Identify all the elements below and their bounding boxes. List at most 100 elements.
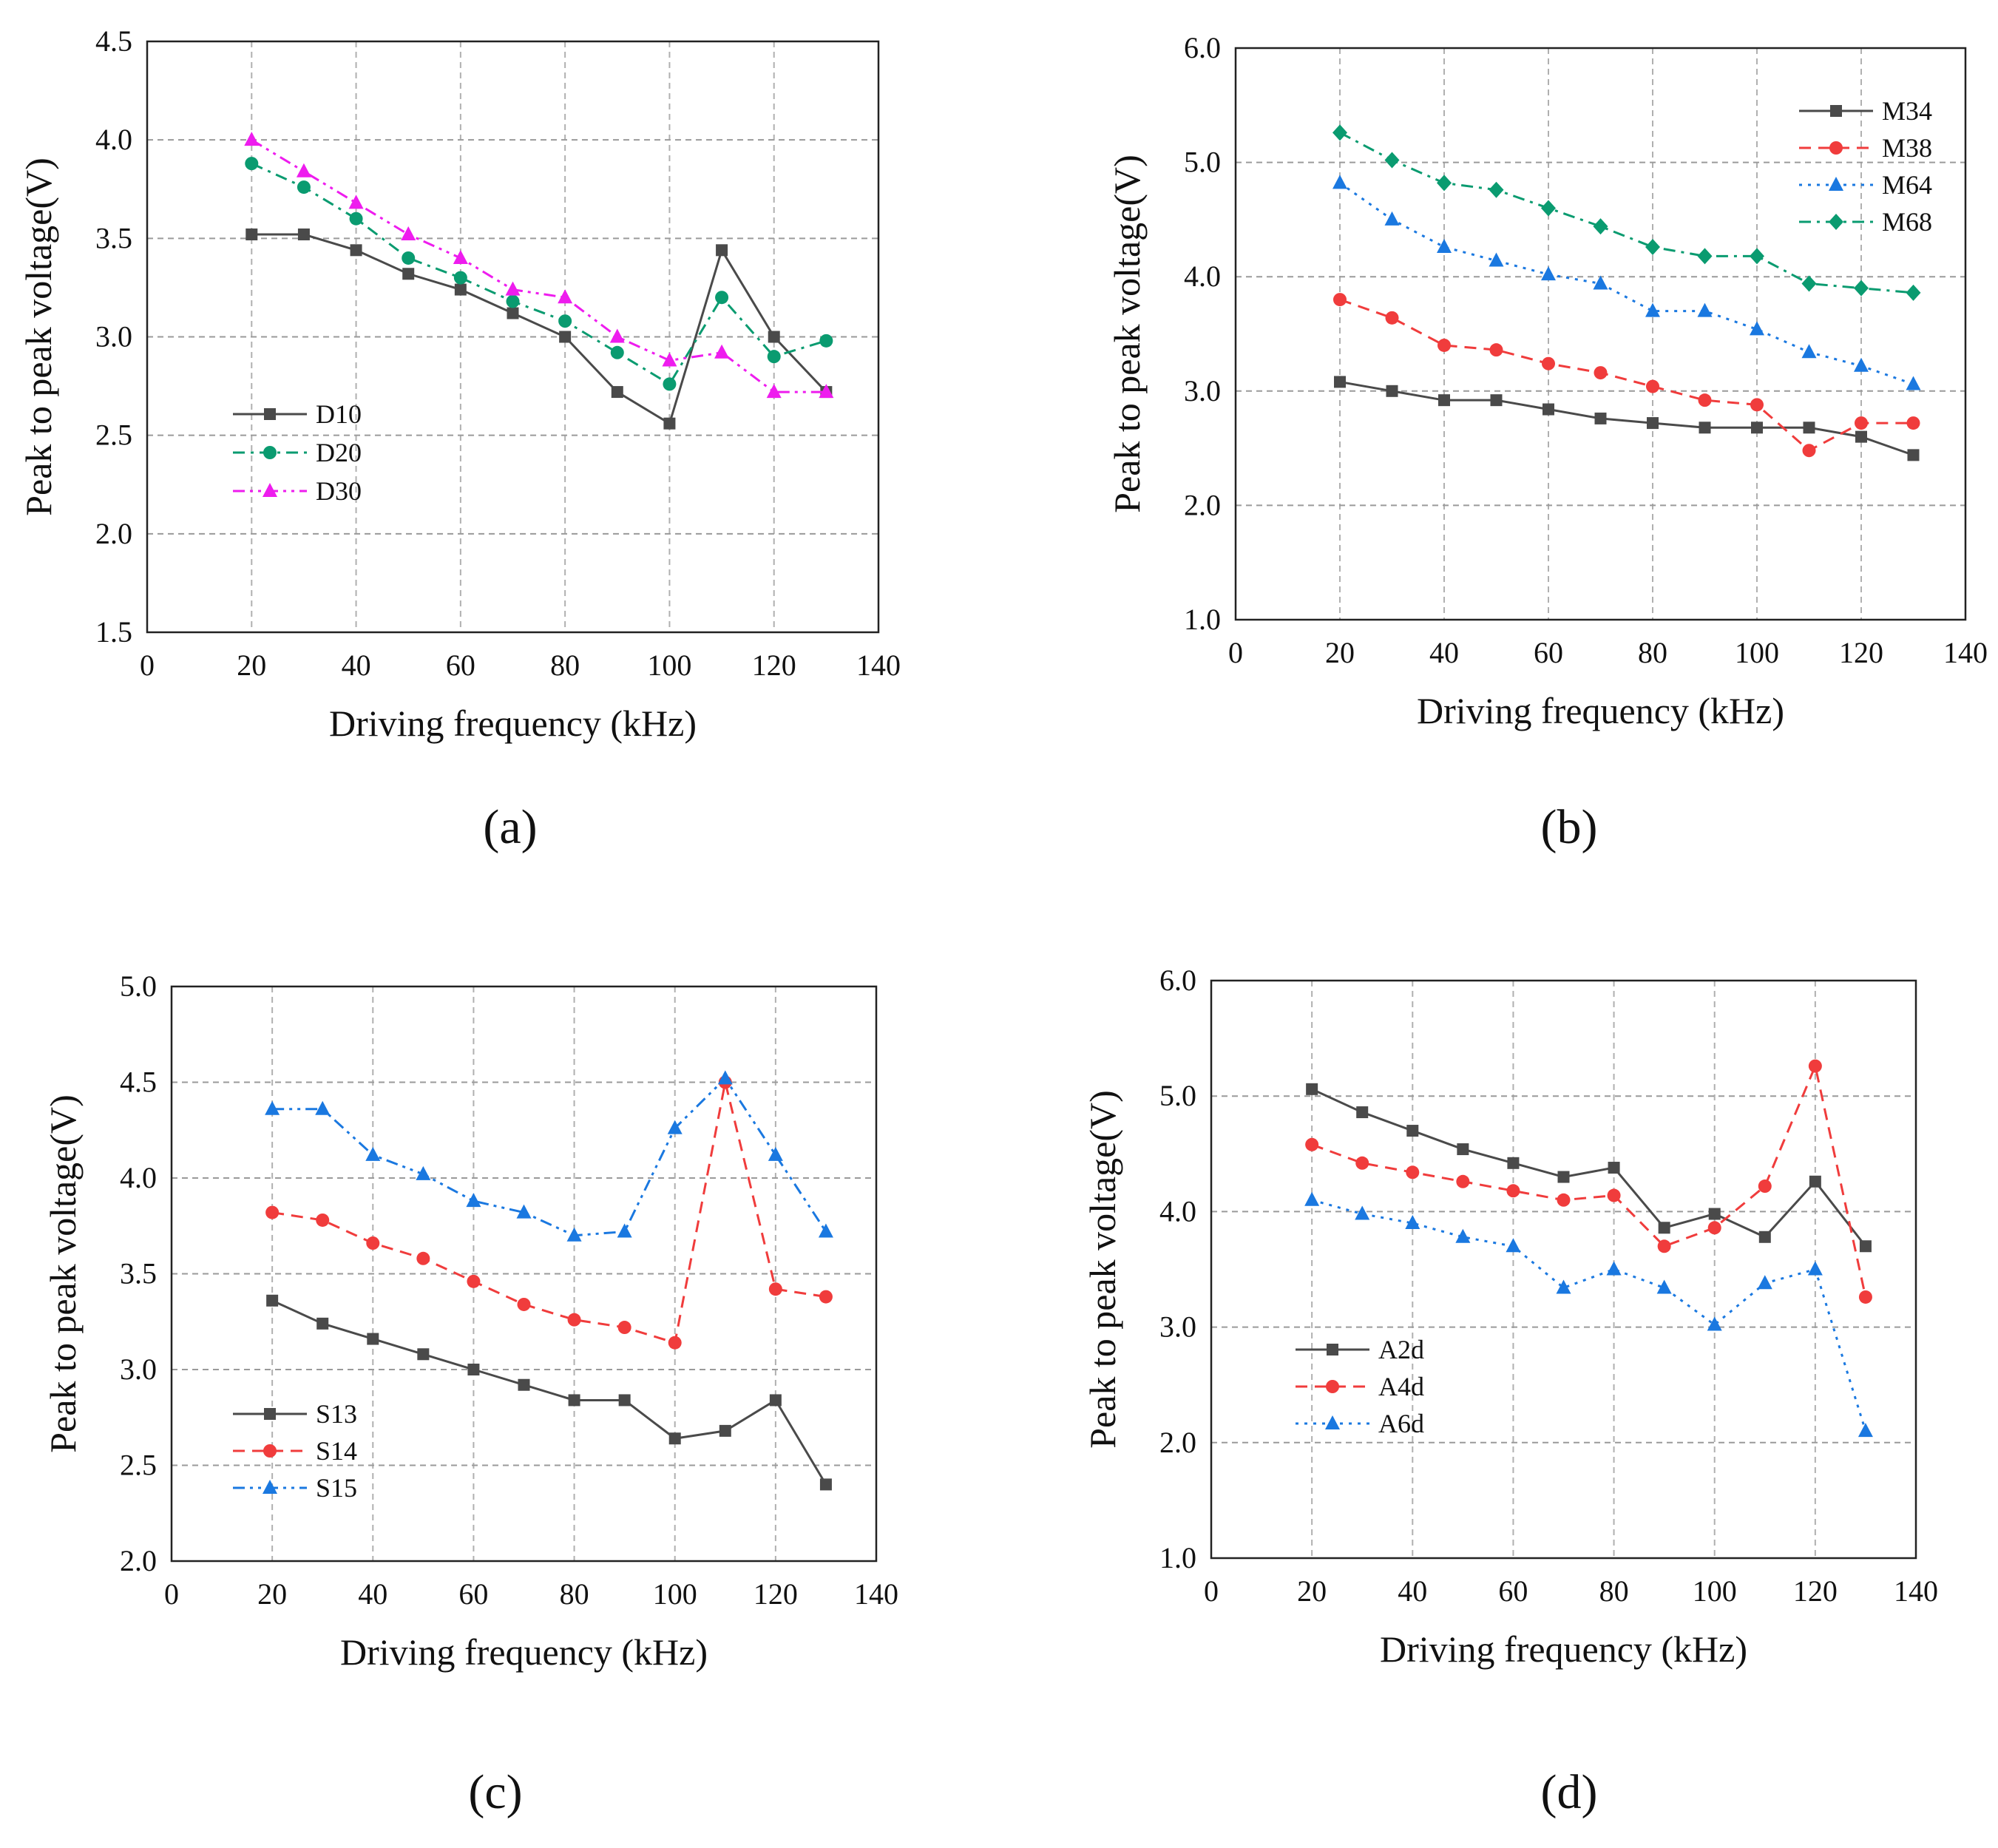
data-point [315,1100,331,1115]
data-point [819,384,834,399]
x-tick-label: 60 [458,1577,488,1611]
data-point [1907,449,1920,461]
data-point [517,1297,531,1311]
data-point [609,328,625,343]
y-tick-label: 4.0 [120,1161,157,1194]
data-point [1489,252,1504,267]
data-point [1657,1239,1671,1253]
y-tick-label: 2.0 [1184,488,1221,521]
y-tick-label: 1.5 [95,615,132,649]
series-line [251,162,827,386]
data-point [1854,280,1869,297]
data-point [366,1236,380,1250]
x-axis-label: Driving frequency (kHz) [1380,1628,1747,1670]
data-point [1697,248,1713,265]
data-point [1906,416,1920,430]
data-point [1507,1157,1520,1169]
data-point [316,1317,329,1330]
x-tick-label: 0 [140,649,155,682]
y-tick-label: 3.0 [1159,1310,1196,1344]
data-point [1541,200,1556,217]
data-point [1594,366,1608,380]
data-point [1306,1083,1318,1095]
y-tick-label: 6.0 [1184,31,1221,64]
x-tick-label: 100 [1735,636,1779,669]
data-point [1699,422,1711,434]
data-point [1438,394,1450,407]
data-point [1858,1423,1873,1438]
data-point [1356,1106,1369,1119]
series-line [1311,1088,1867,1248]
data-point [402,251,416,265]
data-point [766,384,782,399]
data-point [1556,1279,1571,1294]
y-tick-label: 2.0 [120,1544,157,1577]
y-tick-label: 2.0 [95,517,132,550]
data-point [297,180,311,194]
data-point [611,386,623,399]
data-point [1333,293,1347,307]
series-D10 [245,229,833,430]
data-point [1386,385,1398,397]
x-tick-label: 0 [164,1577,179,1611]
x-tick-label: 60 [1498,1574,1528,1608]
data-point [1809,1175,1821,1188]
data-point [558,314,572,328]
data-point [1437,338,1451,352]
panel-label: (c) [468,1765,522,1819]
data-point [1859,1240,1872,1253]
data-point [1490,394,1503,407]
legend-label: A2d [1378,1335,1424,1364]
data-point [466,1193,481,1208]
data-point [716,244,728,257]
legend: S13 S14 S15 [233,1399,357,1503]
data-point [715,291,729,305]
data-point [1405,1215,1420,1230]
data-point [1385,311,1399,325]
data-point [1457,1143,1469,1156]
legend-label: D30 [316,476,362,506]
legend-marker [1830,105,1842,117]
y-axis-label: Peak to peak voltage(V) [18,158,59,516]
y-tick-label: 4.5 [95,24,132,58]
legend-label: S14 [316,1436,357,1466]
x-tick-label: 20 [1297,1574,1327,1608]
legend-label: M38 [1882,133,1932,163]
data-point [1808,1059,1822,1073]
data-point [367,1333,379,1345]
x-tick-label: 120 [1793,1574,1838,1608]
x-tick-label: 0 [1204,1574,1219,1608]
x-tick-label: 120 [1839,636,1883,669]
y-axis-label: Peak to peak voltage(V) [42,1094,84,1453]
data-point [1757,1275,1772,1290]
data-point [1542,403,1554,416]
data-point [663,377,677,391]
data-point [668,1336,682,1350]
grid [1211,981,1916,1558]
panel-label: (d) [1541,1765,1598,1819]
data-point [417,1348,430,1361]
y-tick-label: 2.0 [1159,1426,1196,1459]
data-point [1707,1316,1722,1331]
legend-marker [263,1444,277,1458]
data-point [568,1394,580,1407]
data-point [1750,248,1764,265]
x-tick-label: 140 [854,1577,898,1611]
data-point [558,289,573,304]
data-point [768,1146,783,1161]
data-point [668,1432,681,1445]
legend-label: A6d [1378,1409,1424,1438]
series-line [1311,1199,1867,1432]
data-point [265,1100,280,1115]
legend-marker [1326,1380,1339,1393]
legend-label: A4d [1378,1372,1424,1401]
data-point [819,1478,832,1491]
y-tick-label: 1.0 [1159,1541,1196,1574]
data-point [1803,422,1815,434]
data-point [1658,1222,1670,1234]
y-tick-label: 4.0 [1159,1194,1196,1228]
data-point [1854,357,1869,372]
x-tick-label: 100 [1693,1574,1737,1608]
x-tick-label: 100 [653,1577,697,1611]
x-tick-label: 80 [550,649,580,682]
